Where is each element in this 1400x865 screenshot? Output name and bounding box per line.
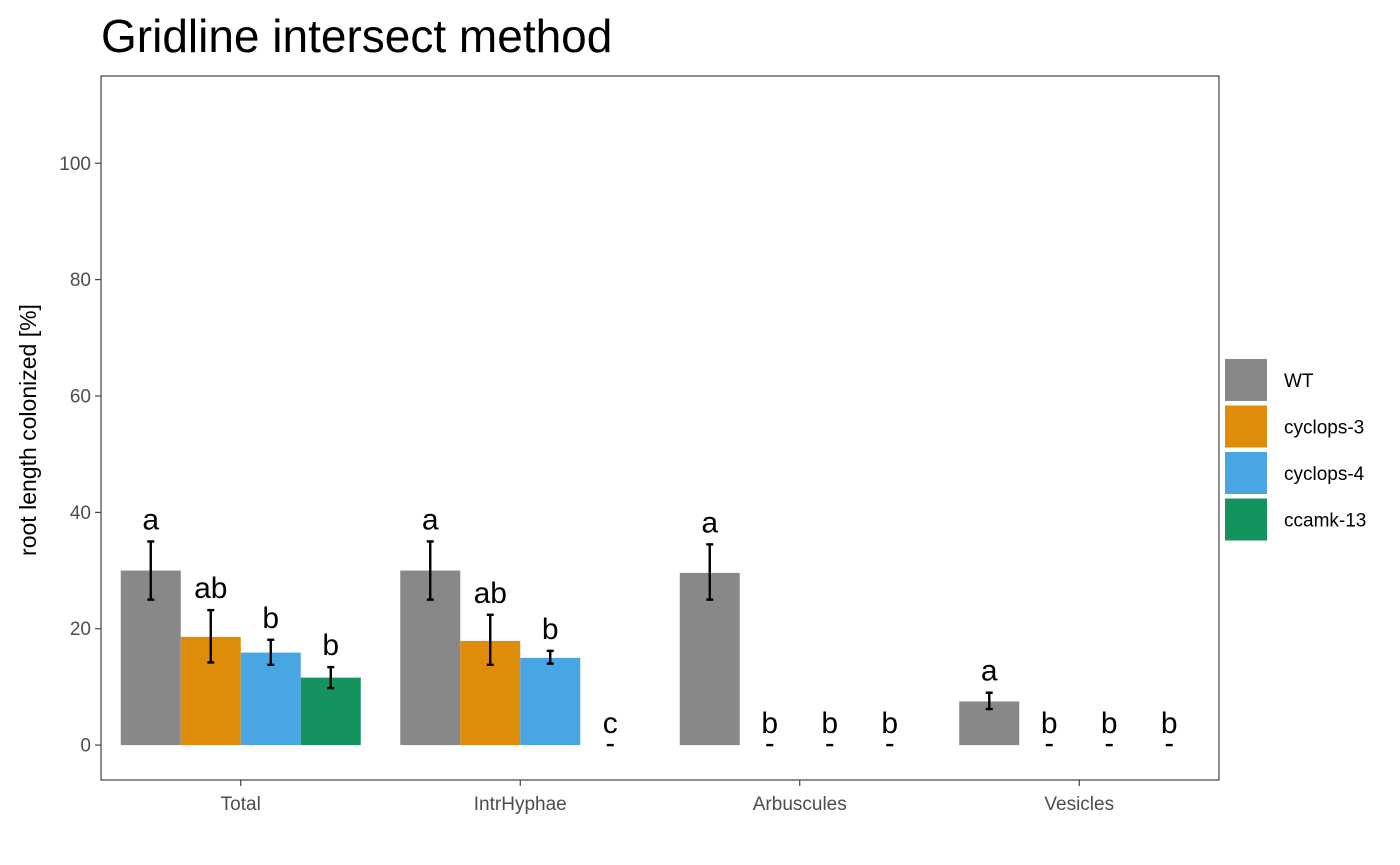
y-tick-label: 20 [70,619,91,640]
legend-label: cyclops-3 [1284,418,1364,439]
legend-label: WT [1284,371,1314,392]
legend-key-ccamk-13 [1225,498,1267,541]
legend-key-cyclops-3 [1225,405,1267,448]
y-tick-label: 80 [70,270,91,291]
chart-marks: 020406080100TotalaabbbIntrHyphaeaabbcArb… [59,154,1177,815]
y-tick-label: 0 [80,736,91,757]
significance-label: ab [194,572,227,605]
legend-key-cyclops-4 [1225,452,1267,494]
y-tick-label: 40 [70,503,91,524]
significance-label: b [1101,707,1118,740]
bar [520,657,581,746]
y-axis-label: root length colonized [%] [15,304,41,556]
significance-label: ab [474,577,507,610]
legend-label: ccamk-13 [1284,511,1366,532]
significance-label: a [422,503,439,536]
significance-label: b [322,629,339,662]
x-tick-label: Arbuscules [753,794,847,815]
legend-key-WT [1225,359,1267,401]
significance-label: c [603,707,618,740]
significance-label: a [981,655,998,688]
x-tick-label: IntrHyphae [474,794,567,815]
legend-label: cyclops-4 [1284,464,1365,485]
significance-label: a [142,503,159,536]
significance-label: b [1161,707,1178,740]
significance-label: b [821,707,838,740]
significance-label: b [881,707,898,740]
bar [240,652,301,746]
significance-label: a [701,506,718,539]
y-tick-label: 100 [59,154,91,175]
y-tick-label: 60 [70,387,91,408]
x-tick-label: Total [221,794,261,815]
significance-label: b [262,602,279,635]
significance-label: b [761,707,778,740]
chart-title: Gridline intersect method [101,10,612,62]
x-tick-label: Vesicles [1044,794,1114,815]
significance-label: b [1041,707,1058,740]
bar [679,572,740,746]
significance-label: b [542,613,559,646]
legend: WT cyclops-3 cyclops-4 ccamk-13 [1225,359,1366,541]
